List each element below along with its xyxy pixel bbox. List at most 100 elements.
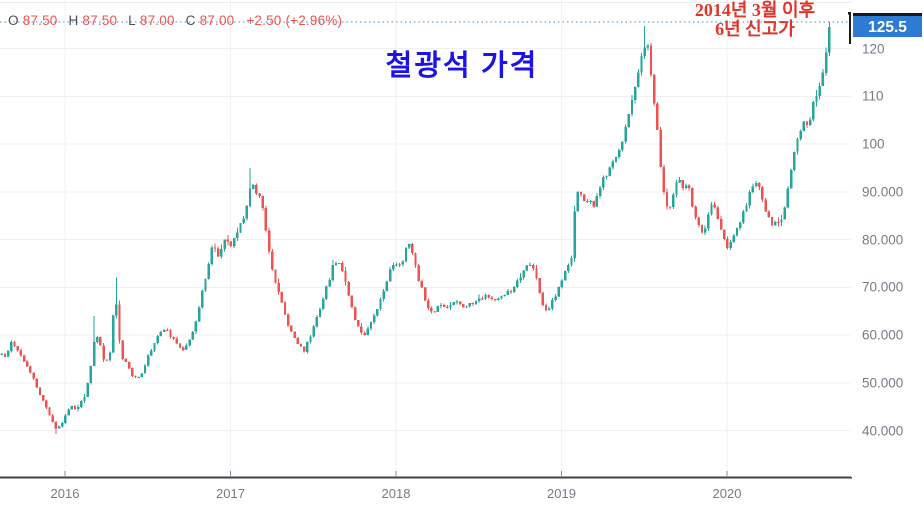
candle-body: [153, 343, 156, 351]
candle-body: [105, 359, 108, 361]
candle-body: [382, 291, 385, 299]
high-value: 87.50: [82, 13, 118, 28]
price-tick-label: 70.000: [862, 279, 904, 295]
candle-body: [802, 121, 805, 131]
candle-body: [118, 304, 121, 341]
candle-body: [723, 229, 726, 239]
price-tick-label: 40.000: [862, 423, 904, 438]
candle-body: [3, 354, 7, 357]
last-price-label: 125.5: [853, 13, 922, 38]
candle-body: [805, 121, 809, 125]
window-top-border: [0, 2, 924, 3]
candle-body: [522, 270, 525, 278]
candle-body: [252, 185, 255, 189]
year-tick-label: 2018: [381, 486, 411, 501]
annotation-line-2: 6년 신고가: [715, 19, 795, 39]
price-tick-label: 80.000: [862, 232, 904, 247]
close-label: C: [185, 13, 196, 28]
candle-body: [439, 305, 443, 307]
candle-body: [296, 337, 299, 345]
candle-body: [299, 344, 303, 347]
candle-body: [293, 331, 296, 338]
candle-body: [458, 301, 462, 305]
candle-body: [716, 207, 720, 219]
candle-body: [799, 131, 802, 140]
candle-body: [595, 196, 599, 207]
candle-body: [780, 219, 783, 223]
close-value: 87.00: [199, 13, 235, 28]
candle-body: [22, 355, 26, 362]
candle-body: [474, 300, 478, 304]
candle-body: [678, 180, 681, 183]
candle-body: [443, 305, 446, 307]
candle-body: [605, 176, 608, 178]
candle-body: [662, 167, 665, 192]
candle-body: [344, 271, 347, 283]
candle-body: [821, 72, 825, 86]
price-tick-label: 50.000: [862, 375, 904, 391]
candle-body: [713, 204, 716, 208]
time-axis[interactable]: 2016 2017 2018 2019 2020: [0, 478, 851, 517]
candle-body: [430, 307, 433, 312]
candle-body: [719, 218, 723, 230]
candle-body: [309, 336, 312, 343]
candle-body: [350, 295, 354, 308]
candle-body: [789, 169, 793, 189]
candle-body: [633, 86, 637, 100]
candle-body: [86, 382, 89, 397]
candle-body: [812, 102, 815, 120]
candle-body: [777, 221, 780, 223]
candle-body: [274, 269, 277, 283]
candle-body: [729, 241, 732, 248]
candle-body: [758, 182, 761, 188]
candle-body: [201, 290, 204, 308]
candle-body: [411, 244, 414, 253]
candle-body: [640, 56, 643, 73]
candle-body: [398, 264, 401, 266]
candle-body: [64, 415, 67, 424]
candle-body: [818, 85, 821, 97]
candle-body: [490, 297, 494, 299]
candle-body: [668, 206, 672, 208]
candle-body: [341, 263, 344, 272]
candle-body: [506, 291, 509, 295]
candle-body: [739, 222, 742, 228]
candle-body: [388, 269, 392, 282]
candle-body: [583, 194, 586, 202]
candle-body: [67, 409, 70, 416]
price-axis[interactable]: 120 110 100 90.000 80.000 70.000 60.000 50.000 4…: [851, 0, 924, 477]
candle-body: [796, 139, 799, 152]
year-tick-label: 2020: [712, 486, 742, 501]
candle-body: [38, 387, 42, 395]
candle-body: [675, 182, 678, 195]
candle-body: [408, 244, 411, 248]
candle-body: [80, 401, 83, 408]
candle-body: [455, 301, 459, 303]
candle-body: [471, 303, 474, 304]
candle-body: [653, 75, 656, 104]
candle-body: [239, 223, 242, 233]
candle-body: [159, 332, 163, 336]
year-tick-label: 2019: [547, 486, 576, 501]
candle-body: [627, 114, 630, 128]
candle-body: [538, 278, 541, 294]
candle-body: [26, 361, 29, 367]
candle-body: [325, 286, 328, 299]
candle-body: [700, 225, 704, 233]
candle-body: [589, 201, 592, 203]
candle-body: [369, 322, 373, 329]
candle-body: [646, 45, 650, 48]
candle-body: [347, 282, 350, 296]
candle-body: [127, 362, 131, 369]
candle-body: [497, 298, 500, 301]
candle-body: [462, 304, 465, 308]
candle-body: [32, 372, 35, 379]
candle-body: [681, 180, 685, 189]
candle-body: [659, 130, 662, 168]
candle-body: [815, 96, 818, 103]
candle-body: [824, 52, 828, 73]
candle-body: [528, 264, 532, 266]
candle-body: [637, 72, 640, 87]
candle-body: [232, 238, 236, 246]
